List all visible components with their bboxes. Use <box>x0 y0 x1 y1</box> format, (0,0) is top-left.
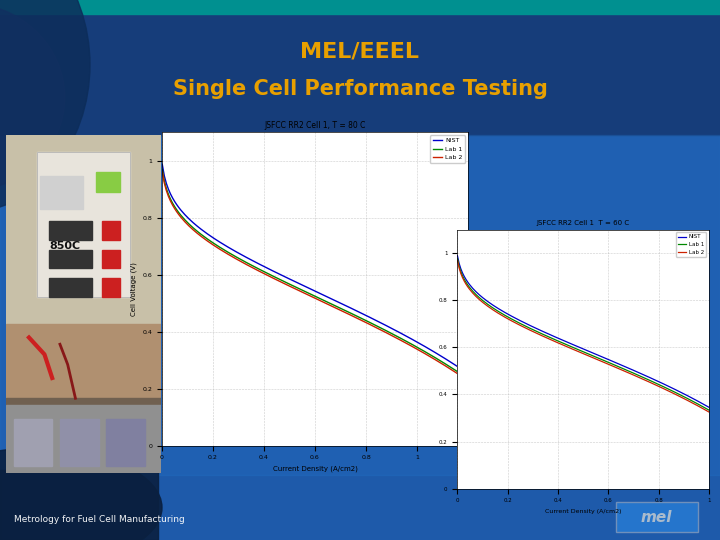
Lab 2 <box>661 386 670 393</box>
X-axis label: Current Density (A/cm2): Current Density (A/cm2) <box>273 466 357 472</box>
Ellipse shape <box>0 3 65 192</box>
Ellipse shape <box>0 0 90 213</box>
Lab 1 <box>318 296 327 303</box>
Lab 1 <box>595 355 603 362</box>
NIST <box>536 327 544 334</box>
Lab 2 <box>330 304 339 310</box>
Line: NIST: NIST <box>457 256 709 408</box>
Bar <box>6 324 161 399</box>
Lab 2 <box>318 299 327 305</box>
NIST <box>369 316 378 322</box>
Bar <box>49 221 92 240</box>
Bar <box>102 279 120 297</box>
Lab 1 <box>553 338 562 344</box>
Line: NIST: NIST <box>162 164 468 374</box>
Lab 2 <box>453 257 462 264</box>
Lab 1 <box>258 268 267 274</box>
Lab 1 <box>661 384 670 391</box>
NIST <box>330 297 339 303</box>
Bar <box>0 470 158 540</box>
Lab 2 <box>279 280 288 286</box>
NIST <box>158 161 166 167</box>
Bar <box>96 172 120 192</box>
Bar <box>49 279 92 297</box>
Lab 2 <box>410 345 419 351</box>
X-axis label: Current Density (A/cm2): Current Density (A/cm2) <box>545 509 621 514</box>
Lab 2 <box>464 377 472 384</box>
Lab 1 <box>536 330 544 336</box>
Title: JSFCC RR2 Cell 1, T = 80 C: JSFCC RR2 Cell 1, T = 80 C <box>264 121 366 130</box>
Text: Single Cell Performance Testing: Single Cell Performance Testing <box>173 79 547 99</box>
Bar <box>102 249 120 268</box>
Lab 1 <box>585 351 593 357</box>
Lab 2 <box>595 357 603 363</box>
Bar <box>0 135 720 475</box>
Bar <box>37 152 130 297</box>
NIST <box>464 370 472 377</box>
Bar <box>60 418 99 465</box>
Lab 2 <box>553 339 562 346</box>
FancyBboxPatch shape <box>616 502 698 532</box>
Bar <box>102 221 120 240</box>
Lab 1 <box>705 407 714 414</box>
Lab 2 <box>627 371 636 377</box>
Lab 2 <box>536 332 544 338</box>
Lab 2 <box>705 409 714 415</box>
Bar <box>49 249 92 268</box>
NIST <box>410 338 419 344</box>
Lab 1 <box>453 255 462 262</box>
Bar <box>6 399 161 472</box>
Legend: NIST, Lab 1, Lab 2: NIST, Lab 1, Lab 2 <box>430 136 465 163</box>
Text: MEL/EEEL: MEL/EEEL <box>300 41 420 62</box>
Lab 1 <box>627 369 636 375</box>
Text: mel: mel <box>641 510 672 525</box>
NIST <box>553 335 562 341</box>
Bar <box>14 418 53 465</box>
NIST <box>595 353 603 359</box>
NIST <box>258 262 267 269</box>
Bar <box>6 135 161 330</box>
Lab 1 <box>158 166 166 173</box>
Line: Lab 1: Lab 1 <box>162 170 468 379</box>
NIST <box>279 273 288 279</box>
Bar <box>0 0 720 14</box>
Lab 2 <box>158 168 166 174</box>
Y-axis label: Cell Voltage (V): Cell Voltage (V) <box>130 262 137 316</box>
Lab 2 <box>369 323 378 329</box>
Lab 1 <box>464 375 472 382</box>
Lab 1 <box>330 302 339 309</box>
NIST <box>585 348 593 355</box>
NIST <box>318 291 327 298</box>
Text: 850C: 850C <box>49 241 80 252</box>
Legend: NIST, Lab 1, Lab 2: NIST, Lab 1, Lab 2 <box>675 232 706 257</box>
NIST <box>453 253 462 259</box>
Line: Lab 1: Lab 1 <box>457 259 709 410</box>
Bar <box>37 152 130 297</box>
Bar <box>6 405 161 472</box>
Bar <box>40 176 84 209</box>
Lab 1 <box>369 321 378 328</box>
Line: Lab 2: Lab 2 <box>457 260 709 412</box>
Lab 2 <box>258 270 267 276</box>
Lab 1 <box>410 342 419 349</box>
Bar <box>107 418 145 465</box>
NIST <box>661 381 670 388</box>
Lab 1 <box>279 278 288 285</box>
Lab 2 <box>585 353 593 360</box>
Line: Lab 2: Lab 2 <box>162 171 468 381</box>
Text: Metrology for Fuel Cell Manufacturing: Metrology for Fuel Cell Manufacturing <box>14 515 185 524</box>
Ellipse shape <box>0 448 162 540</box>
Bar <box>0 0 720 135</box>
NIST <box>627 366 636 373</box>
NIST <box>705 404 714 411</box>
Title: JSFCC RR2 Cell 1  T = 60 C: JSFCC RR2 Cell 1 T = 60 C <box>536 220 630 226</box>
